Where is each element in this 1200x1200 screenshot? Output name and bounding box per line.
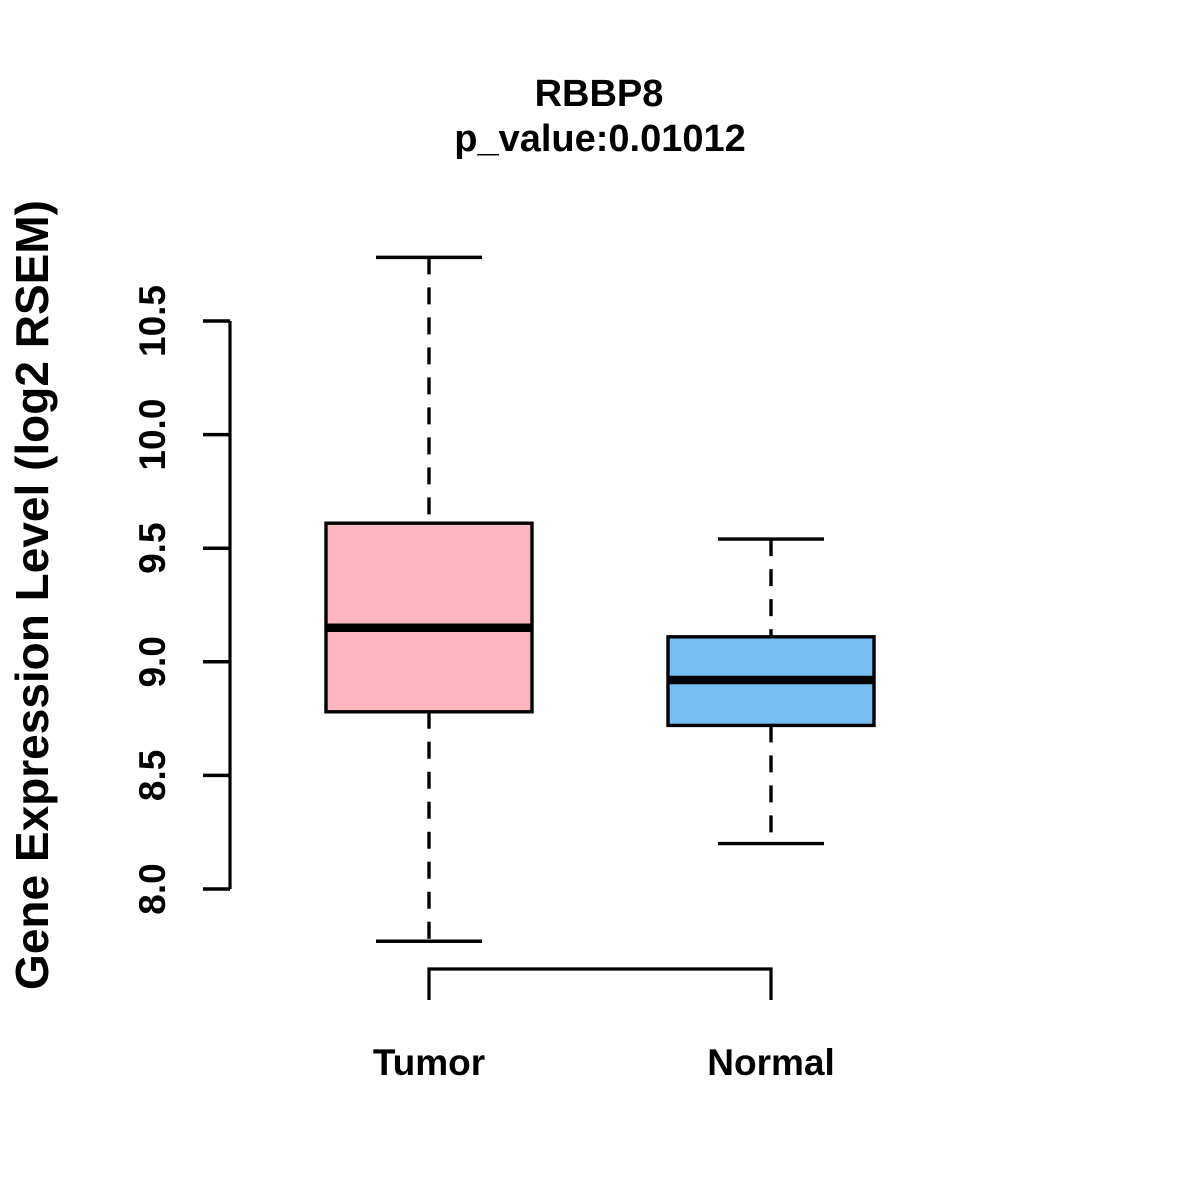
- y-axis-title: Gene Expression Level (log2 RSEM): [6, 200, 58, 990]
- chart-title: RBBP8: [535, 73, 664, 115]
- iqr-box-tumor: [324, 521, 534, 714]
- y-axis-tick-label: 9.5: [132, 522, 173, 573]
- x-axis-label-tumor: Tumor: [373, 1042, 485, 1083]
- y-axis-tick-label: 10.0: [132, 399, 173, 471]
- comparison-bracket: [427, 967, 773, 1000]
- plot-dynamic-layer: 8.0 8.5 9.0 9.5 10.0 10.5 Tumor Normal: [132, 255, 876, 1083]
- x-axis-label-normal: Normal: [707, 1042, 834, 1083]
- chart-subtitle: p_value:0.01012: [454, 118, 746, 160]
- y-axis-tick-label: 10.5: [132, 285, 173, 357]
- y-axis-tick-label: 9.0: [132, 636, 173, 687]
- y-axis-tick-label: 8.5: [132, 750, 173, 801]
- y-axis-tick-label: 8.0: [132, 863, 173, 914]
